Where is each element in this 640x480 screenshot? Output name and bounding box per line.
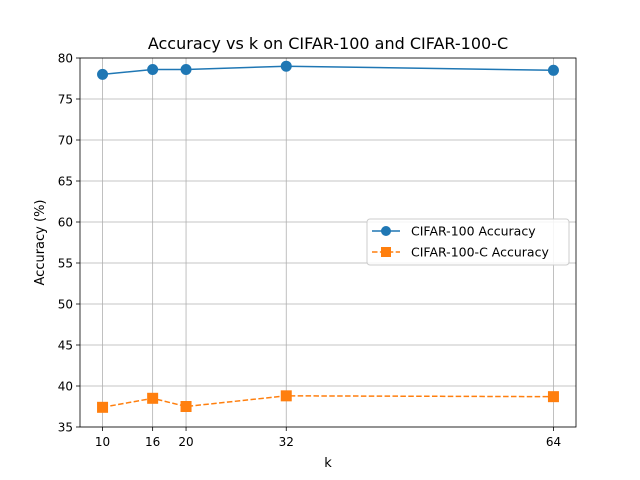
legend-label: CIFAR-100 Accuracy — [411, 224, 536, 239]
series-1 — [97, 60, 559, 80]
data-point — [547, 391, 559, 403]
y-tick-label: 70 — [58, 134, 73, 148]
x-tick-label: 20 — [178, 435, 193, 449]
plot-frame — [79, 57, 577, 428]
x-tick-label: 10 — [95, 435, 110, 449]
y-tick-label: 45 — [58, 339, 73, 353]
x-tick-label: 64 — [546, 435, 561, 449]
chart-title: Accuracy vs k on CIFAR-100 and CIFAR-100… — [148, 34, 508, 53]
data-point — [180, 401, 192, 412]
data-point — [147, 392, 159, 404]
y-tick-label: 35 — [58, 421, 73, 435]
legend-label: CIFAR-100-C Accuracy — [411, 245, 549, 260]
legend-entry: CIFAR-100-C Accuracy — [372, 245, 549, 260]
y-tick-label: 60 — [58, 216, 73, 230]
y-tick-label: 40 — [58, 380, 73, 394]
series-2 — [97, 390, 559, 413]
axes — [79, 57, 577, 428]
x-axis-label: k — [324, 456, 332, 471]
data-series — [97, 60, 559, 413]
x-tick-label: 16 — [145, 435, 160, 449]
data-point — [180, 63, 192, 75]
data-point — [147, 63, 159, 75]
data-point — [280, 390, 292, 402]
legend: CIFAR-100 Accuracy CIFAR-100-C Accuracy — [366, 218, 570, 266]
y-tick-label: 65 — [58, 175, 73, 189]
legend-box — [366, 218, 570, 266]
legend-marker — [381, 226, 391, 236]
x-tick-label: 32 — [279, 435, 294, 449]
legend-entry: CIFAR-100 Accuracy — [372, 224, 536, 239]
data-point — [280, 60, 292, 72]
data-point — [547, 64, 559, 76]
x-axis-ticks: 10 16 20 32 64 — [95, 427, 561, 449]
data-point — [97, 68, 109, 80]
data-point — [97, 401, 109, 413]
y-tick-label: 55 — [58, 257, 73, 271]
series-line — [102, 395, 554, 409]
y-tick-label: 75 — [58, 93, 73, 107]
y-axis-label: Accuracy (%) — [33, 200, 48, 286]
legend-marker — [381, 247, 391, 257]
y-axis-ticks: 35 40 45 50 55 60 65 70 75 80 — [58, 52, 80, 435]
y-tick-label: 80 — [58, 52, 73, 66]
y-tick-label: 50 — [58, 298, 73, 312]
